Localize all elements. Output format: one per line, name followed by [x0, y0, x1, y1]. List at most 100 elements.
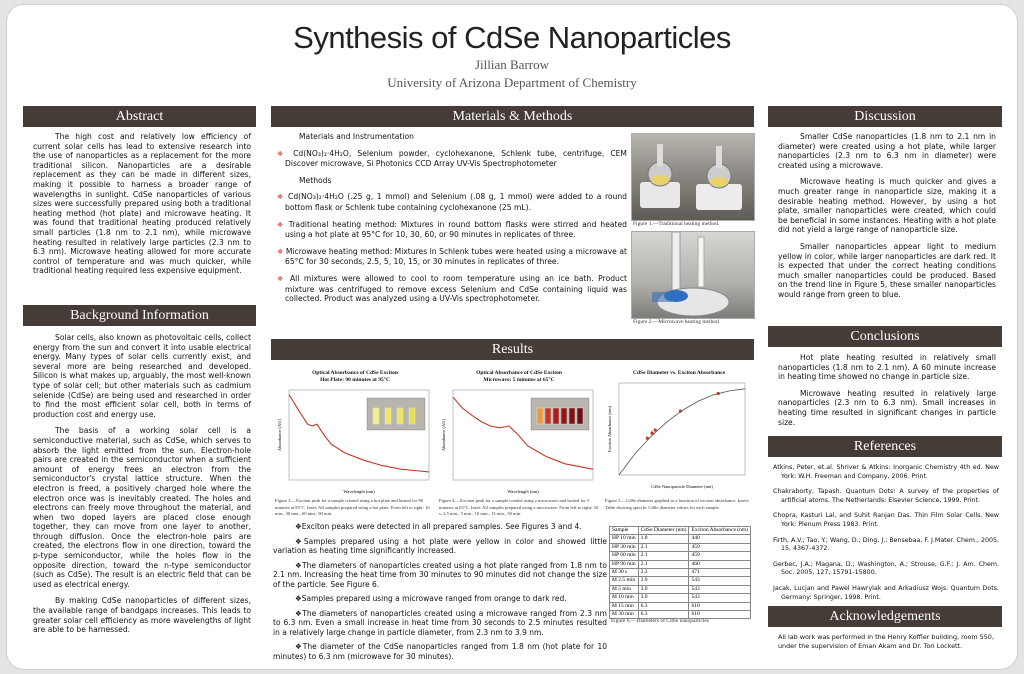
table-cell: 3.9 [637, 584, 690, 595]
chart-hotplate-plot: Wavelength (nm) Absorbance (AU) [277, 389, 430, 494]
table-cell: M 5 min [609, 584, 639, 595]
table-cell: 1.8 [637, 534, 690, 544]
table-row: M 2.5 min 3.9 543 [609, 576, 751, 586]
chart-subtitle: Hot Plate: 90 minutes at 95°C [320, 377, 390, 383]
table-header-row: Sample CdSe Diameter (nm) Exciton Absorb… [609, 525, 751, 536]
chart-title: CdSe Diameter vs. Exciton Absorbance [632, 370, 726, 376]
poster-title: Synthesis of CdSe Nanoparticles [293, 20, 731, 55]
figure-6-caption: Figure 6.—Diameters of CdSe nanoparticle… [611, 618, 709, 624]
plot-frame [618, 382, 746, 476]
figure-4-caption: Figure 4.—Exciton peak for a sample crea… [439, 498, 599, 516]
materials-item: ❖ Cd(NO₃)₂·4H₂O, Selenium powder, cycloh… [277, 148, 627, 169]
y-axis-label: Exciton Absorbance (nm) [607, 405, 612, 452]
table-cell: 471 [688, 568, 751, 578]
method-step: ❖ Microwave heating method: Mixtures in … [277, 246, 627, 267]
diameter-table: Sample CdSe Diameter (nm) Exciton Absorb… [609, 525, 751, 620]
x-axis-label: Wavelength (nm) [507, 489, 539, 494]
trend-line [618, 388, 746, 476]
sample-vial [544, 407, 552, 425]
table-cell: 2.1 [637, 551, 690, 561]
methods-heading: Materials & Methods [271, 106, 754, 127]
table-cell: 610 [688, 610, 751, 620]
bullet-icon: ❖ [295, 608, 303, 618]
results-bullets: ❖Exciton peaks were detected in all prep… [273, 522, 607, 666]
acknowledgements-heading: Acknowledgements [768, 606, 1002, 627]
background-heading: Background Information [23, 305, 256, 326]
chart-hotplate: Optical Absorbance of CdSe Exciton Hot P… [275, 370, 435, 520]
table-cell: 543 [688, 593, 751, 603]
table-row: HP 90 min 2.1 460 [609, 559, 751, 570]
abstract-text: The high cost and relatively low efficie… [33, 132, 251, 276]
table-row: HP 10 min 1.8 440 [609, 534, 751, 544]
result-item: ❖The diameters of nanoparticles created … [273, 560, 607, 589]
table-row: HP 60 min 2.1 459 [609, 551, 751, 561]
y-axis-label: Absorbance (AU) [441, 418, 446, 451]
sample-vial [396, 407, 404, 425]
table-cell: 2.1 [637, 542, 690, 553]
table-cell: HP 60 min [609, 551, 639, 561]
author-name: Jillian Barrow [474, 57, 549, 72]
sample-vial [372, 407, 380, 425]
conclusions-paragraph: Microwave heating resulted in relatively… [778, 388, 996, 427]
table-cell: HP 90 min [609, 559, 639, 570]
table-cell: 6.3 [637, 610, 690, 620]
bullet-icon: ❖ [295, 522, 302, 531]
table-cell: 6.3 [637, 601, 690, 612]
table-header: Sample [609, 525, 639, 536]
data-point [716, 391, 720, 396]
reference-item: Gerbec, J.A.; Magana, D.; Washington, A.… [773, 560, 999, 577]
data-point [678, 409, 683, 413]
bullet-icon: ❖ [277, 220, 285, 229]
x-axis-label: Wavelength (nm) [343, 489, 375, 494]
table-row: M 30 min 6.3 610 [609, 610, 751, 620]
table-cell: M 15 min [609, 601, 639, 612]
references-heading: References [768, 436, 1002, 457]
affiliation: University of Arizona Department of Chem… [387, 75, 637, 90]
result-item: ❖Exciton peaks were detected in all prep… [295, 522, 582, 531]
table-cell: 3.9 [637, 576, 690, 586]
bullet-icon: ❖ [277, 274, 286, 283]
chart-title: Optical Absorbance of CdSe Exciton [312, 370, 398, 376]
table-cell: 543 [688, 576, 751, 586]
method-step: ❖ Traditional heating method: Mixtures i… [277, 219, 627, 240]
x-axis-label: CdSe Nanoparticle Diameter (nm) [651, 484, 713, 489]
reference-item: Chopra, Kasturi Lal, and Suhit Ranjan Da… [773, 512, 999, 528]
discussion-body: Smaller CdSe nanoparticles (1.8 nm to 2.… [778, 132, 996, 307]
results-heading: Results [271, 339, 754, 360]
reference-item: Jacak, Lucjan and Pawel Hawrylak and Ark… [773, 584, 999, 601]
plot-frame [452, 389, 594, 481]
bullet-icon: ❖ [277, 193, 285, 202]
chart-subtitle: Microwave: 5 minutes at 65°C [483, 377, 555, 383]
table-cell: 610 [688, 601, 751, 612]
figure-3-caption: Figure 3.—Exciton peak for a sample crea… [275, 498, 430, 516]
table-cell: 459 [688, 551, 751, 561]
table-cell: M 2.5 min [609, 576, 639, 586]
y-axis-label: Absorbance (AU) [277, 418, 282, 451]
hot-plate-illustration [640, 144, 742, 210]
sample-vial [408, 407, 416, 425]
microwave-photo [631, 231, 755, 319]
bullet-icon: ❖ [295, 642, 303, 651]
discussion-paragraph: Microwave heating is much quicker and gi… [778, 177, 996, 235]
bullet-icon: ❖ [295, 560, 303, 570]
abstract-body: The high cost and relatively low efficie… [33, 132, 251, 283]
table-cell: 543 [688, 584, 751, 595]
sample-vial [560, 407, 568, 425]
acknowledgements-text: All lab work was performed in the Henry … [778, 633, 994, 650]
chart-diameter: CdSe Diameter vs. Exciton Absorbance CdS… [605, 370, 753, 520]
abstract-heading: Abstract [23, 106, 256, 127]
conclusions-heading: Conclusions [768, 326, 1002, 347]
poster: Synthesis of CdSe Nanoparticles Jillian … [6, 4, 1018, 670]
table-cell: HP 30 min [609, 542, 639, 553]
table-cell: M 30 s [609, 568, 639, 578]
methods-body: Materials and Instrumentation ❖ Cd(NO₃)₂… [277, 132, 627, 311]
table-cell: 2.3 [637, 568, 690, 578]
background-paragraph: By making CdSe nanoparticles of differen… [33, 596, 251, 635]
table-cell: HP 10 min [609, 534, 639, 544]
references-list: Atkins, Peter, et.al. Shriver & Atkins: … [773, 464, 999, 609]
table-cell: 460 [688, 559, 751, 570]
table-cell: 3.9 [637, 593, 690, 603]
result-item: ❖The diameters of nanoparticles created … [273, 608, 607, 637]
table-row: M 10 min 3.9 543 [609, 593, 751, 603]
bullet-icon: ❖ [295, 536, 304, 546]
